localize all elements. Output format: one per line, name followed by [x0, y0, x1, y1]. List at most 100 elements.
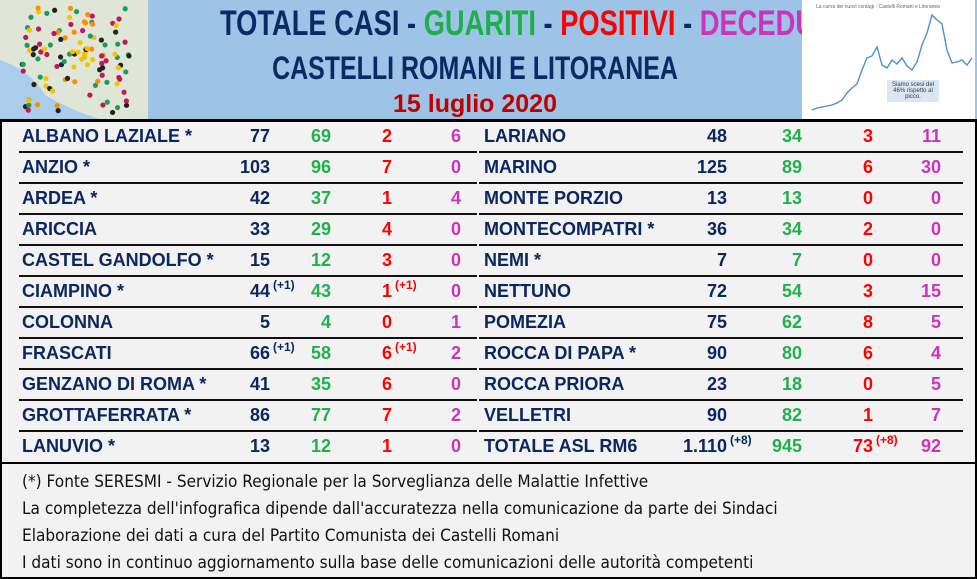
municipality-name: GENZANO DI ROMA *: [22, 374, 207, 394]
municipality-name: MONTE PORZIO: [484, 188, 623, 208]
recovered: 37: [310, 188, 331, 208]
municipality-name: CASTEL GANDOLFO *: [22, 250, 214, 270]
municipality-name: NEMI *: [484, 250, 542, 270]
table-row: COLONNA 5 4 0 1: [19, 308, 477, 339]
municipality-name: ARICCIA: [22, 219, 97, 239]
table-row: GROTTAFERRATA * 86 77 7 2: [19, 401, 477, 432]
total-cases: 66: [249, 343, 270, 363]
recovered: 35: [310, 374, 331, 394]
table-row: NETTUNO 72 54 3 15: [479, 277, 963, 308]
title-part: TOTALE CASI: [219, 4, 400, 43]
table-row: POMEZIA 75 62 8 5: [479, 308, 963, 339]
deceased: 92: [920, 436, 941, 456]
positive: 8: [862, 312, 873, 332]
municipality-name: TOTALE ASL RM6: [484, 436, 638, 456]
municipality-name: MARINO: [484, 157, 557, 177]
recovered: 89: [781, 157, 802, 177]
trend-chart-note: Siamo scesi del 46% rispetto al picco.: [887, 80, 939, 102]
footer-note: La completezza dell'infografica dipende …: [22, 499, 778, 518]
total-cases: 41: [249, 374, 270, 394]
table-row: CASTEL GANDOLFO * 15 12 3 0: [19, 246, 477, 277]
map-pins-icon: [0, 5, 132, 119]
total-cases: 86: [249, 405, 270, 425]
deceased: 2: [450, 405, 461, 425]
table-row: GENZANO DI ROMA * 41 35 6 0: [19, 370, 477, 401]
recovered: 77: [310, 405, 331, 425]
table-row: MARINO 125 89 6 30: [479, 153, 963, 184]
table-row: MONTECOMPATRI * 36 34 2 0: [479, 215, 963, 246]
municipality-name: POMEZIA: [484, 312, 567, 332]
deceased: 0: [450, 250, 461, 270]
recovered: 62: [781, 312, 802, 332]
total-cases: 13: [706, 188, 727, 208]
total-cases: 13: [249, 436, 270, 456]
trend-line: [811, 13, 973, 111]
positive: 0: [862, 374, 873, 394]
recovered: 43: [310, 281, 331, 301]
recovered: 80: [781, 343, 802, 363]
total-delta: (+1): [273, 278, 295, 292]
positive-delta: (+1): [395, 278, 417, 292]
positive: 1: [381, 281, 392, 301]
deceased: 0: [450, 374, 461, 394]
total-cases: 48: [706, 126, 727, 146]
deceased: 0: [450, 281, 461, 301]
municipality-name: LARIANO: [484, 126, 566, 146]
municipality-name: LANUVIO *: [22, 436, 116, 456]
trend-chart-title: La curva dei nuovi contagi - Castelli Ro…: [816, 4, 940, 10]
recovered: 18: [781, 374, 802, 394]
recovered: 7: [791, 250, 802, 270]
deceased: 1: [450, 312, 461, 332]
positive-delta: (+1): [395, 340, 417, 354]
recovered: 82: [781, 405, 802, 425]
positive: 3: [862, 281, 873, 301]
table-row: CIAMPINO * 44 43 1 0 (+1) (+1): [19, 277, 477, 308]
table-row: ARDEA * 42 37 1 4: [19, 184, 477, 215]
positive: 4: [381, 219, 392, 239]
municipality-name: GROTTAFERRATA *: [22, 405, 192, 425]
deceased: 0: [450, 436, 461, 456]
positive: 0: [862, 250, 873, 270]
report-date: 15 luglio 2020: [393, 90, 557, 118]
positive: 3: [381, 250, 392, 270]
positive: 7: [381, 157, 392, 177]
table-row: MONTE PORZIO 13 13 0 0: [479, 184, 963, 215]
total-cases: 15: [249, 250, 270, 270]
municipality-name: ROCCA PRIORA: [484, 374, 625, 394]
total-cases: 44: [249, 281, 270, 301]
recovered: 12: [310, 436, 331, 456]
page-subtitle: CASTELLI ROMANI E LITORANEA: [272, 50, 678, 86]
table-row: TOTALE ASL RM6 1.110 945 73 92 (+8) (+8): [479, 432, 963, 463]
total-cases: 75: [706, 312, 727, 332]
municipality-name: NETTUNO: [484, 281, 571, 301]
positive: 7: [381, 405, 392, 425]
title-part: -: [675, 4, 700, 43]
deceased: 0: [450, 219, 461, 239]
positive: 0: [862, 188, 873, 208]
footer-credits: Elaborazione dei dati a cura del Partito…: [22, 526, 560, 545]
footer-source: (*) Fonte SERESMI - Servizio Regionale p…: [22, 472, 649, 491]
positive: 0: [381, 312, 392, 332]
recovered: 58: [310, 343, 331, 363]
page-title: TOTALE CASI - GUARITI - POSITIVI - DECED…: [219, 4, 839, 44]
map-image: [0, 0, 148, 119]
table-row: ROCCA PRIORA 23 18 0 5: [479, 370, 963, 401]
title-part: -: [535, 4, 561, 43]
table-row: VELLETRI 90 82 1 7: [479, 401, 963, 432]
total-cases: 90: [706, 405, 727, 425]
municipality-name: ROCCA DI PAPA *: [484, 343, 637, 363]
municipality-name: ARDEA *: [22, 188, 98, 208]
positive: 6: [381, 374, 392, 394]
positive: 6: [862, 343, 873, 363]
positive: 2: [862, 219, 873, 239]
positive: 1: [381, 188, 392, 208]
recovered: 12: [310, 250, 331, 270]
municipality-name: CIAMPINO *: [22, 281, 125, 301]
deceased: 7: [930, 405, 941, 425]
total-cases: 7: [716, 250, 727, 270]
deceased: 6: [450, 126, 461, 146]
positive-delta: (+8): [876, 433, 898, 447]
title-part: -: [399, 4, 424, 43]
total-delta: (+1): [273, 340, 295, 354]
table-row: LARIANO 48 34 3 11: [479, 122, 963, 153]
